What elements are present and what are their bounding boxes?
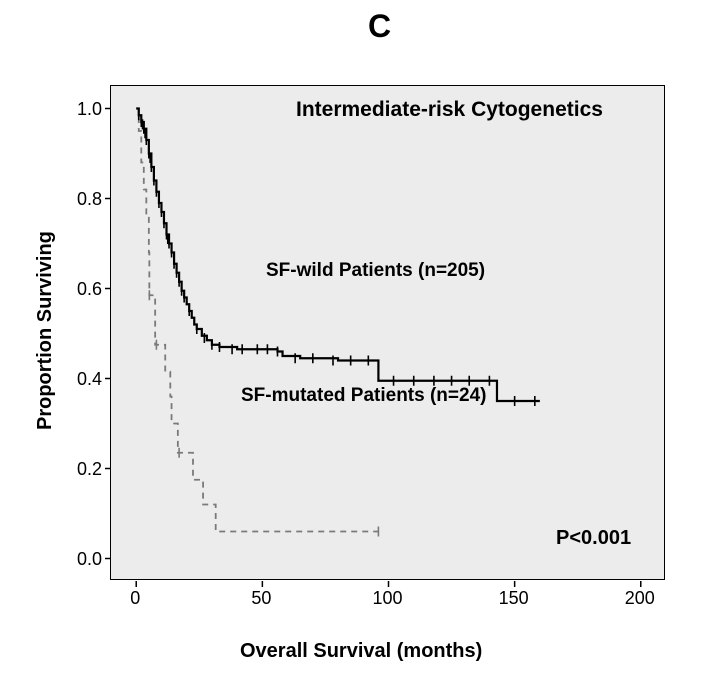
wild-series-label: SF-wild Patients (n=205)	[266, 260, 485, 281]
y-tick: 1.0	[77, 99, 102, 120]
y-tick: 0.4	[77, 369, 102, 390]
chart-title: Intermediate-risk Cytogenetics	[296, 98, 603, 121]
y-tick: 0.6	[77, 279, 102, 300]
mutated-series-label: SF-mutated Patients (n=24)	[241, 385, 486, 406]
p-value-label: P<0.001	[556, 527, 631, 549]
y-tick: 0.2	[77, 459, 102, 480]
figure-root: C Intermediate-risk Cytogenetics SF-wild …	[0, 0, 725, 677]
x-tick: 100	[373, 588, 403, 609]
x-tick: 150	[499, 588, 529, 609]
x-tick: 0	[120, 588, 150, 609]
y-tick: 0.0	[77, 549, 102, 570]
x-axis-label: Overall Survival (months)	[240, 640, 482, 663]
x-tick: 200	[625, 588, 655, 609]
x-tick: 50	[246, 588, 276, 609]
plot-area: Intermediate-risk Cytogenetics SF-wild Pa…	[110, 85, 665, 580]
y-axis-label: Proportion Surviving	[34, 231, 57, 430]
km-plot-svg: Intermediate-risk Cytogenetics SF-wild Pa…	[111, 86, 666, 581]
panel-letter: C	[368, 8, 391, 45]
y-tick: 0.8	[77, 189, 102, 210]
